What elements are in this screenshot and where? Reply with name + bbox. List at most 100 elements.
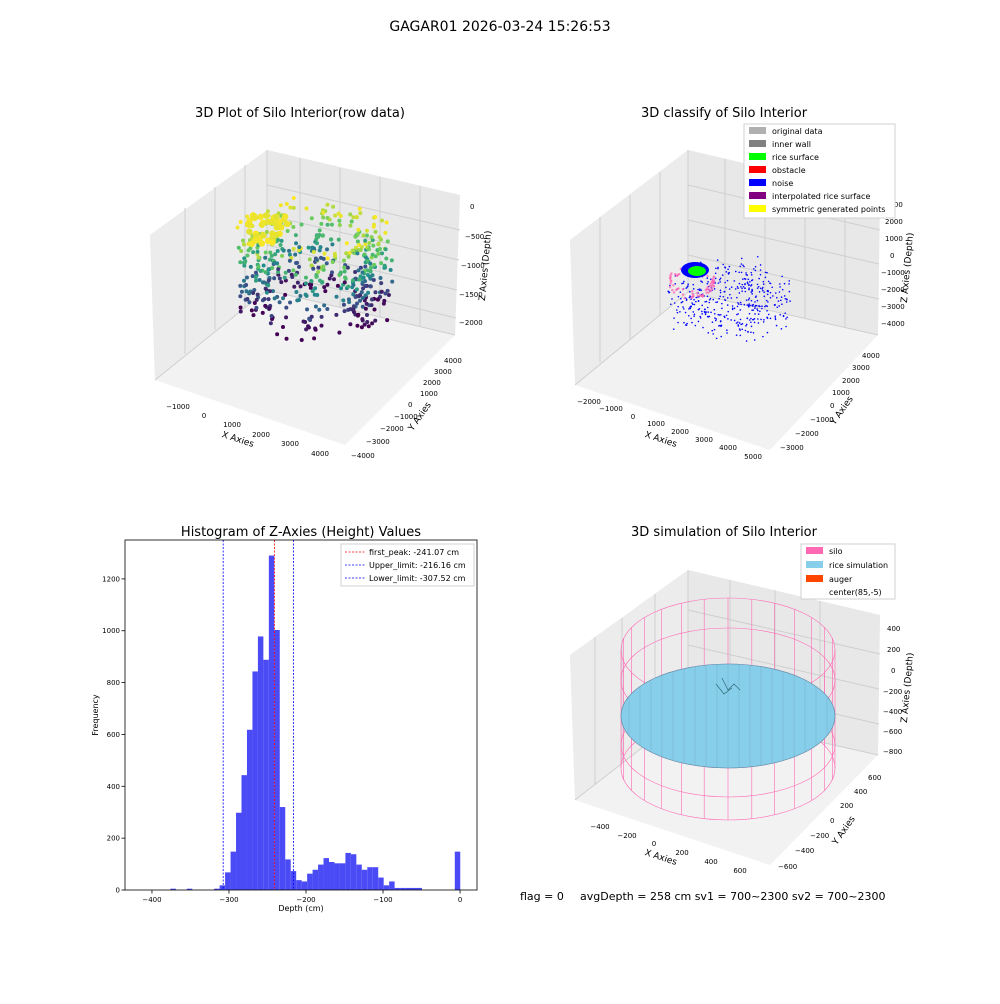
p1-ztick: −500	[465, 233, 484, 241]
noise-point	[715, 267, 717, 270]
histogram-bar	[416, 887, 422, 890]
p4-ztick: 400	[887, 625, 900, 633]
noise-point	[706, 282, 709, 285]
noise-point	[734, 270, 737, 273]
raw-point	[360, 317, 365, 322]
noise-point	[676, 311, 679, 314]
noise-point	[681, 282, 683, 285]
raw-point	[316, 269, 321, 274]
histogram-xtick-label: −400	[142, 896, 161, 904]
raw-point	[272, 296, 277, 301]
p4-ztick: −200	[883, 688, 902, 696]
p1-ytick: −2000	[380, 425, 404, 433]
p4-ztick: 200	[887, 646, 900, 654]
noise-point	[750, 321, 752, 324]
raw-point	[386, 293, 391, 298]
histogram-bar	[279, 807, 286, 890]
noise-point	[689, 305, 692, 308]
raw-point	[261, 263, 266, 268]
raw-point	[378, 275, 383, 280]
noise-point	[694, 324, 697, 327]
histogram-legend: first_peak: -241.07 cm Upper_limit: -216…	[340, 543, 475, 587]
panel4-ylabel: Y Axies	[830, 814, 858, 847]
p2-xtick: −2000	[577, 398, 601, 406]
raw-point	[283, 292, 288, 297]
raw-point	[369, 235, 374, 240]
raw-point	[273, 252, 278, 257]
raw-point	[385, 288, 390, 293]
inner-wall-point	[674, 272, 677, 276]
noise-point	[690, 298, 692, 300]
raw-point	[356, 227, 361, 232]
noise-point	[749, 285, 752, 287]
noise-point	[735, 334, 738, 336]
legend-label: noise	[772, 179, 793, 188]
noise-point	[713, 328, 716, 331]
raw-point	[306, 245, 311, 250]
raw-point	[324, 247, 329, 252]
p4-xtick: 0	[652, 840, 656, 848]
p2-xtick: 1000	[647, 420, 665, 428]
raw-point	[263, 255, 268, 260]
p4-ztick: −400	[883, 708, 902, 716]
panel4-zlabel: Z Axies (Depth)	[900, 652, 916, 723]
raw-point	[266, 278, 271, 283]
legend-label: original data	[772, 127, 823, 136]
histogram-bar	[214, 888, 220, 890]
raw-point	[256, 264, 261, 269]
noise-point	[707, 311, 710, 313]
raw-point	[382, 263, 387, 268]
noise-point	[706, 306, 709, 309]
raw-point	[376, 241, 381, 246]
raw-point	[276, 270, 281, 275]
noise-point	[751, 293, 753, 295]
p1-ytick: 1000	[420, 390, 438, 398]
raw-point	[354, 215, 359, 220]
noise-point	[740, 271, 743, 274]
noise-point	[769, 296, 772, 299]
noise-point	[719, 313, 722, 316]
raw-point	[320, 233, 325, 238]
histogram-ytick-label: 1200	[102, 575, 120, 583]
noise-point	[756, 287, 759, 289]
noise-point	[703, 310, 706, 313]
raw-point	[346, 297, 351, 302]
noise-point	[762, 321, 765, 323]
raw-point	[260, 310, 265, 315]
raw-point	[321, 215, 326, 220]
noise-point	[745, 325, 747, 327]
noise-point	[785, 301, 788, 303]
noise-point	[756, 309, 759, 312]
noise-point	[756, 299, 759, 302]
noise-point	[714, 272, 717, 275]
raw-point	[273, 224, 281, 231]
raw-point	[275, 249, 280, 254]
noise-point	[738, 282, 741, 285]
inner-wall-point	[696, 294, 699, 298]
noise-point	[717, 282, 720, 284]
inner-wall-point	[706, 274, 709, 278]
noise-point	[690, 317, 692, 320]
histogram-bar	[274, 629, 280, 890]
histogram-bar	[339, 863, 346, 890]
raw-point	[294, 261, 299, 266]
p4-ytick: 0	[830, 817, 834, 825]
noise-point	[771, 286, 773, 289]
noise-point	[728, 288, 731, 290]
legend-label: first_peak: -241.07 cm	[369, 548, 459, 557]
noise-point	[766, 316, 768, 319]
raw-point	[267, 306, 272, 311]
noise-point	[668, 291, 670, 294]
noise-point	[780, 296, 783, 298]
raw-point	[337, 330, 342, 335]
raw-point	[363, 264, 368, 269]
noise-point	[667, 290, 670, 293]
noise-point	[757, 318, 759, 320]
noise-point	[783, 295, 786, 297]
noise-point	[683, 280, 685, 283]
inner-wall-point	[691, 289, 694, 293]
histogram-bar	[372, 867, 379, 890]
p1-ytick: 4000	[444, 357, 462, 365]
noise-point	[669, 284, 671, 287]
